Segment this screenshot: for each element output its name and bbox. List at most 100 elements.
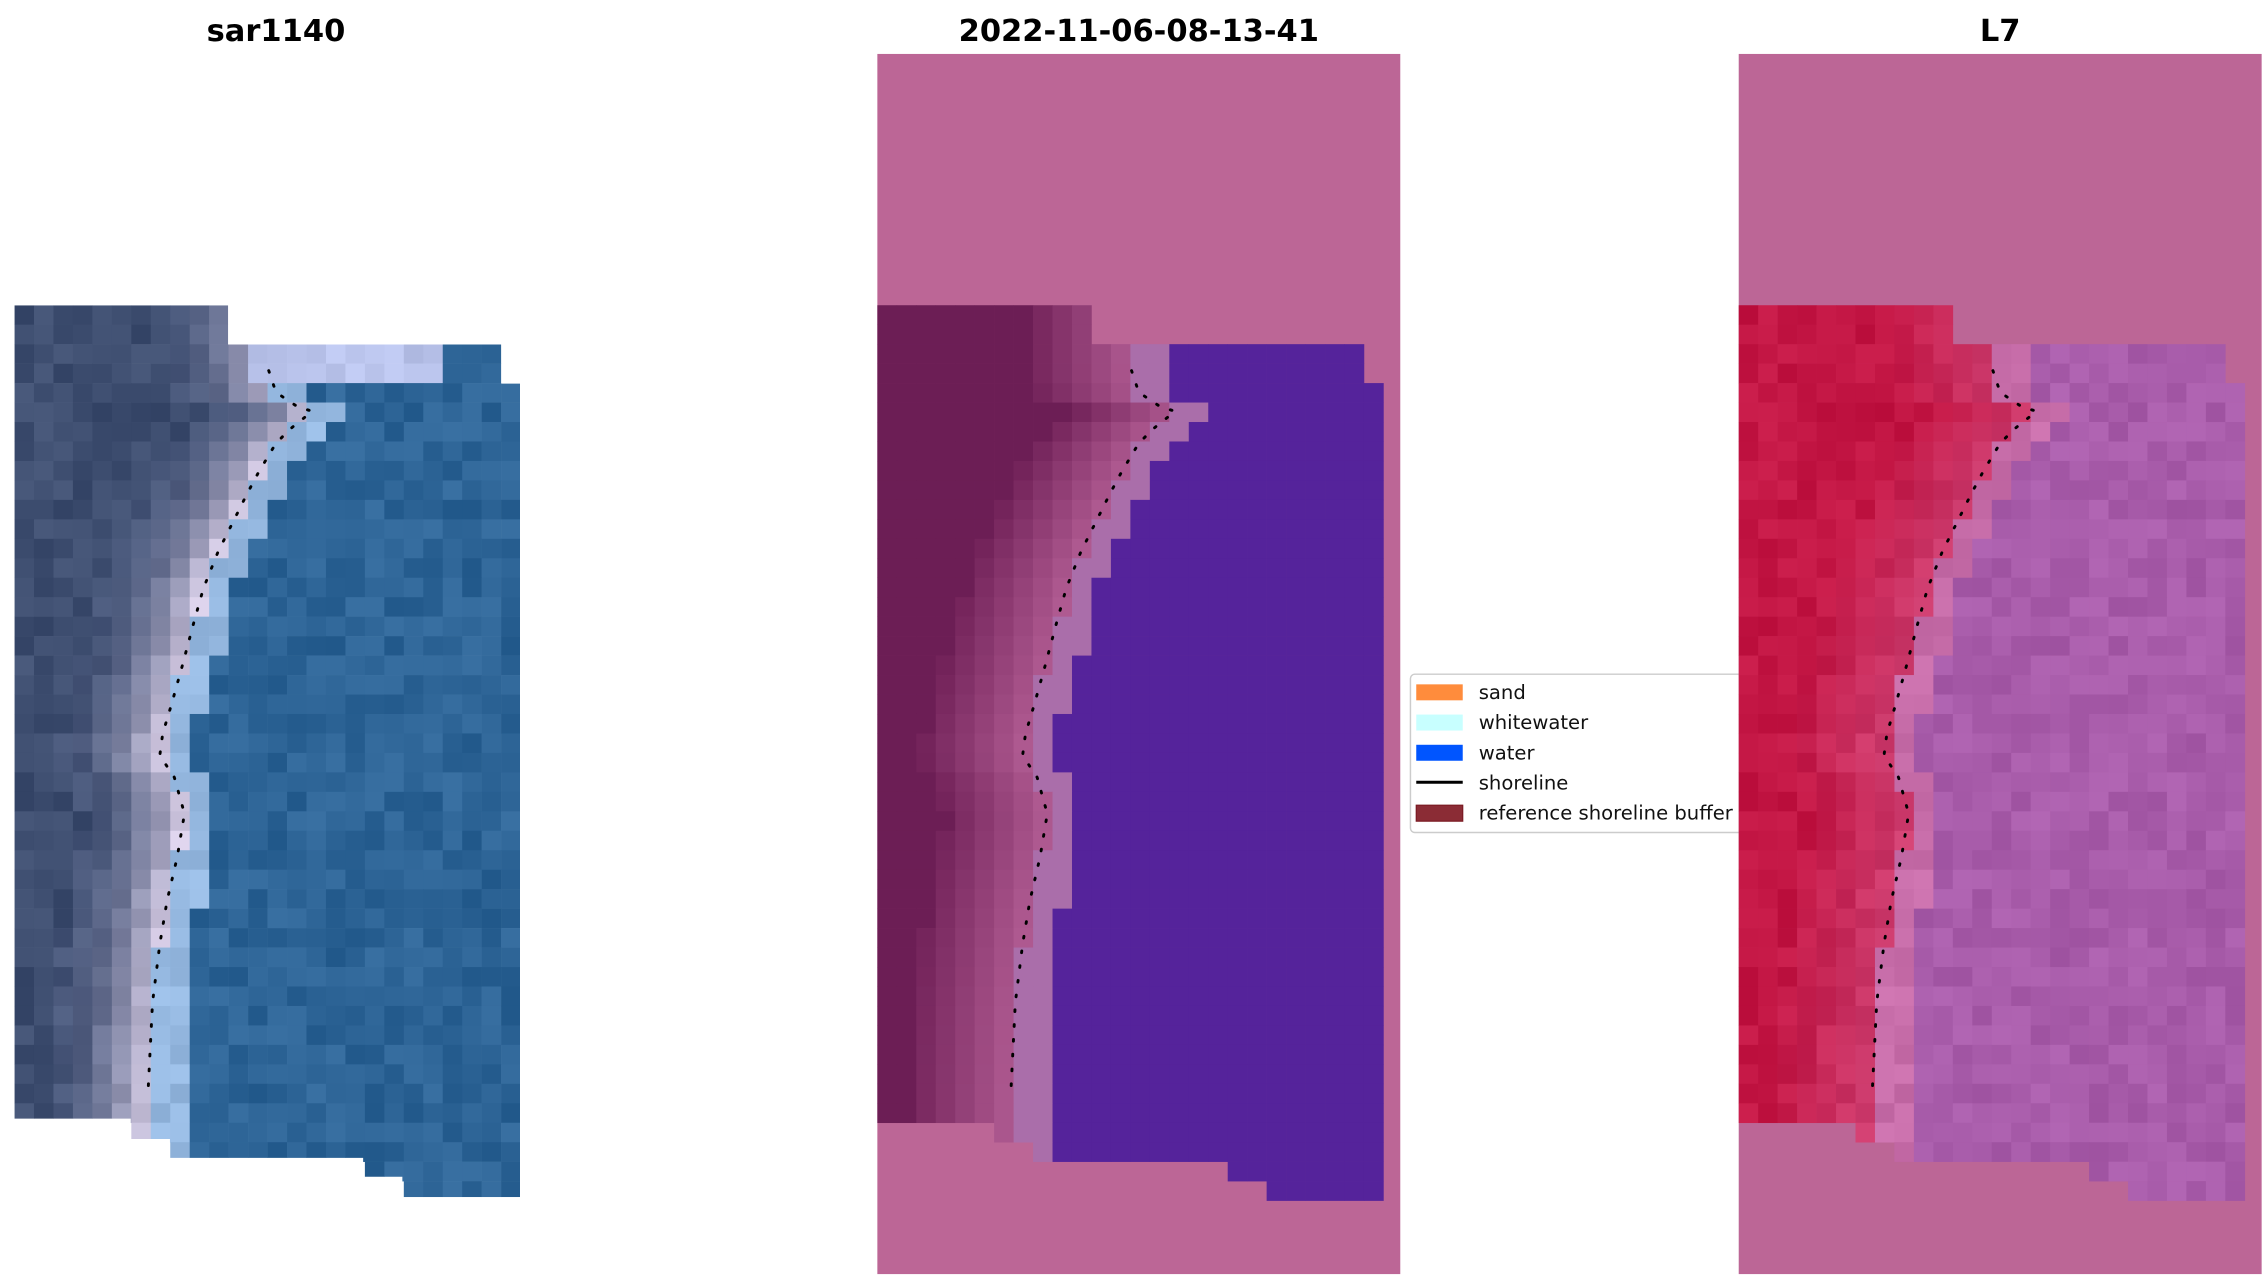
- pixel: [2108, 616, 2129, 637]
- pixel: [384, 441, 405, 462]
- pixel: [2128, 1025, 2148, 1046]
- pixel: [306, 538, 327, 559]
- pixel: [1071, 422, 1092, 442]
- pixel: [2186, 383, 2207, 403]
- pixel: [1738, 752, 1759, 773]
- pixel: [72, 889, 93, 909]
- pixel: [442, 519, 463, 540]
- pixel: [1933, 811, 1954, 832]
- pixel: [2069, 733, 2090, 754]
- pixel: [384, 694, 405, 715]
- pixel: [1816, 694, 1837, 715]
- pixel: [994, 967, 1014, 987]
- pixel: [1344, 1083, 1365, 1104]
- pixel: [877, 1044, 898, 1065]
- pixel: [423, 752, 444, 773]
- pixel: [228, 967, 249, 987]
- pixel: [974, 558, 995, 579]
- pixel: [1169, 713, 1190, 734]
- pixel: [1266, 1083, 1287, 1104]
- pixel: [170, 402, 190, 423]
- pixel: [2011, 850, 2031, 870]
- pixel: [1130, 402, 1151, 423]
- pixel: [2128, 1161, 2148, 1182]
- pixel: [209, 752, 229, 773]
- pixel: [287, 480, 307, 501]
- pixel: [1149, 1005, 1170, 1026]
- pixel: [877, 577, 898, 598]
- pixel: [1797, 363, 1817, 384]
- pixel: [2030, 441, 2051, 462]
- pixel: [14, 967, 35, 987]
- pixel: [92, 772, 113, 793]
- pixel: [228, 713, 249, 734]
- pixel: [1344, 1005, 1365, 1026]
- pixel: [1188, 772, 1209, 793]
- pixel: [267, 422, 288, 442]
- pixel: [442, 1005, 463, 1026]
- pixel: [209, 772, 229, 793]
- pixel: [1149, 713, 1170, 734]
- pixel: [228, 694, 249, 715]
- pixel: [2166, 655, 2187, 676]
- pixel: [248, 616, 268, 637]
- pixel: [131, 344, 152, 364]
- pixel: [131, 850, 152, 870]
- pixel: [2225, 1044, 2246, 1065]
- pixel: [1758, 947, 1778, 968]
- pixel: [916, 324, 937, 345]
- pixel: [189, 383, 210, 403]
- pixel: [53, 1083, 74, 1104]
- pixel: [1991, 1005, 2012, 1026]
- pixel: [1110, 1122, 1131, 1143]
- pixel: [501, 441, 521, 462]
- pixel: [423, 928, 444, 948]
- pixel: [364, 441, 385, 462]
- pixel: [384, 1142, 405, 1162]
- pixel: [1305, 947, 1326, 968]
- pixel: [1972, 441, 1993, 462]
- pixel: [1344, 947, 1365, 968]
- pixel: [1836, 577, 1856, 598]
- pixel: [2225, 908, 2246, 929]
- pixel: [1169, 519, 1190, 540]
- pixel: [150, 947, 171, 968]
- pixel: [384, 830, 405, 851]
- shoreline: [1870, 369, 2040, 1092]
- pixel: [1363, 402, 1384, 423]
- pixel: [501, 752, 521, 773]
- pixel: [877, 830, 898, 851]
- pixel: [994, 519, 1014, 540]
- pixel: [228, 791, 249, 812]
- pixel: [1874, 655, 1895, 676]
- pixel: [1286, 441, 1306, 462]
- pixel: [877, 558, 898, 579]
- pixel: [92, 558, 113, 579]
- pixel: [2128, 1064, 2148, 1085]
- pixel: [955, 869, 975, 890]
- pixel: [2147, 383, 2168, 403]
- pixel: [92, 597, 113, 617]
- pixel: [423, 1083, 444, 1104]
- pixel: [462, 519, 482, 540]
- pixel: [2225, 480, 2246, 501]
- pixel: [2166, 869, 2187, 890]
- pixel: [72, 480, 93, 501]
- pixel: [1913, 577, 1934, 598]
- pixel: [150, 577, 171, 598]
- pixel: [1933, 1103, 1954, 1124]
- pixel: [2069, 1044, 2090, 1065]
- pixel: [1305, 694, 1326, 715]
- pixel: [501, 422, 521, 442]
- pixel: [916, 402, 937, 423]
- pixel: [1991, 772, 2012, 793]
- pixel: [1855, 1122, 1876, 1143]
- pixel: [92, 422, 113, 442]
- pixel: [131, 519, 152, 540]
- pixel: [345, 752, 366, 773]
- pixel: [2147, 1005, 2168, 1026]
- pixel: [1091, 791, 1112, 812]
- pixel: [1797, 655, 1817, 676]
- pixel: [1836, 499, 1856, 520]
- pixel: [1777, 519, 1798, 540]
